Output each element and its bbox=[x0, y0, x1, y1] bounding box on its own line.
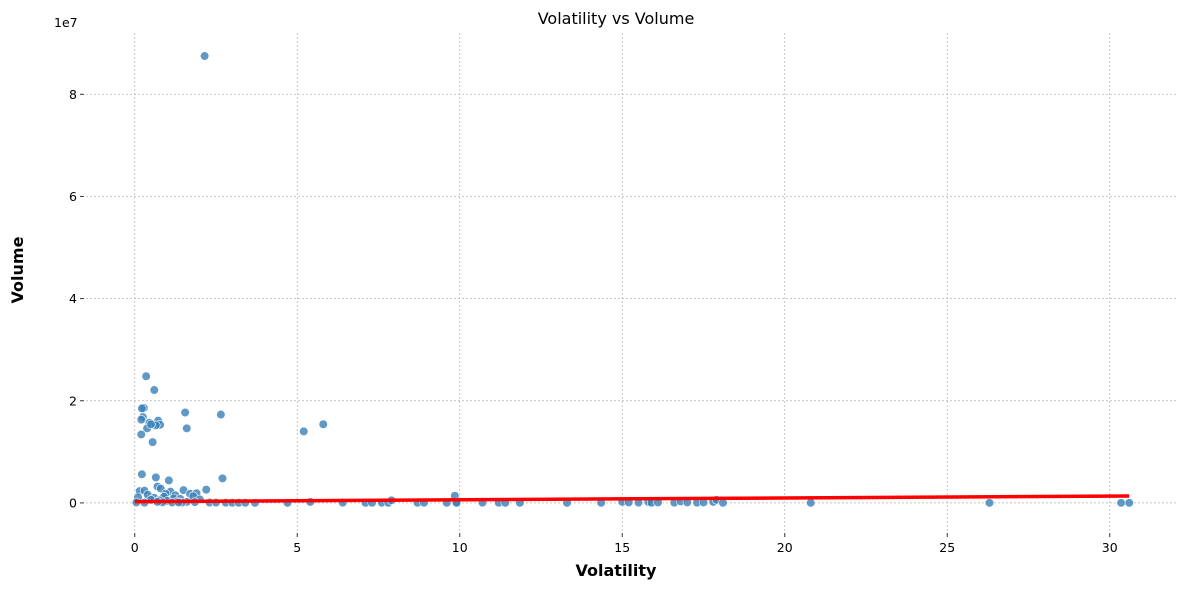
x-tick-label: 0 bbox=[131, 540, 139, 555]
scatter-point bbox=[148, 437, 158, 447]
y-axis-ticks: 0 2 4 6 8 bbox=[69, 87, 84, 510]
scatter-point bbox=[182, 423, 192, 433]
grid bbox=[86, 33, 1178, 531]
y-tick-label: 2 bbox=[69, 393, 77, 408]
scatter-points bbox=[131, 51, 1134, 508]
x-tick-label: 25 bbox=[939, 540, 955, 555]
y-axis-offset-label: 1e7 bbox=[54, 15, 78, 30]
scatter-point bbox=[216, 409, 226, 420]
scatter-point bbox=[137, 403, 147, 414]
scatter-point bbox=[151, 472, 161, 482]
scatter-point bbox=[137, 469, 147, 479]
x-tick-label: 30 bbox=[1102, 540, 1118, 555]
scatter-point bbox=[141, 371, 151, 381]
x-tick-label: 15 bbox=[614, 540, 630, 555]
scatter-point bbox=[136, 429, 146, 440]
scatter-point bbox=[318, 419, 328, 429]
scatter-point bbox=[149, 385, 159, 395]
chart-title: Volatility vs Volume bbox=[538, 9, 695, 28]
scatter-point bbox=[180, 407, 190, 418]
scatter-point bbox=[201, 485, 211, 495]
x-axis-label: Volatility bbox=[576, 561, 658, 580]
y-tick-label: 0 bbox=[69, 495, 77, 510]
scatter-point bbox=[1124, 498, 1134, 508]
x-axis-ticks: 0 5 10 15 20 25 30 bbox=[131, 533, 1118, 555]
y-tick-label: 4 bbox=[69, 291, 77, 306]
y-axis-label: Volume bbox=[8, 236, 27, 303]
y-tick-label: 6 bbox=[69, 189, 77, 204]
y-tick-label: 8 bbox=[69, 87, 77, 102]
trend-line bbox=[134, 494, 1130, 504]
scatter-point bbox=[806, 498, 816, 508]
scatter-point bbox=[984, 498, 995, 508]
scatter-point bbox=[164, 475, 174, 486]
scatter-point bbox=[200, 51, 210, 61]
scatter-point bbox=[136, 415, 146, 425]
scatter-point bbox=[299, 426, 309, 437]
x-tick-label: 5 bbox=[293, 540, 301, 555]
scatter-point bbox=[1116, 498, 1126, 508]
x-tick-label: 20 bbox=[777, 540, 793, 555]
regression-line bbox=[134, 494, 1130, 504]
scatter-point bbox=[217, 473, 228, 483]
scatter-point bbox=[146, 419, 156, 429]
x-tick-label: 10 bbox=[452, 540, 468, 555]
